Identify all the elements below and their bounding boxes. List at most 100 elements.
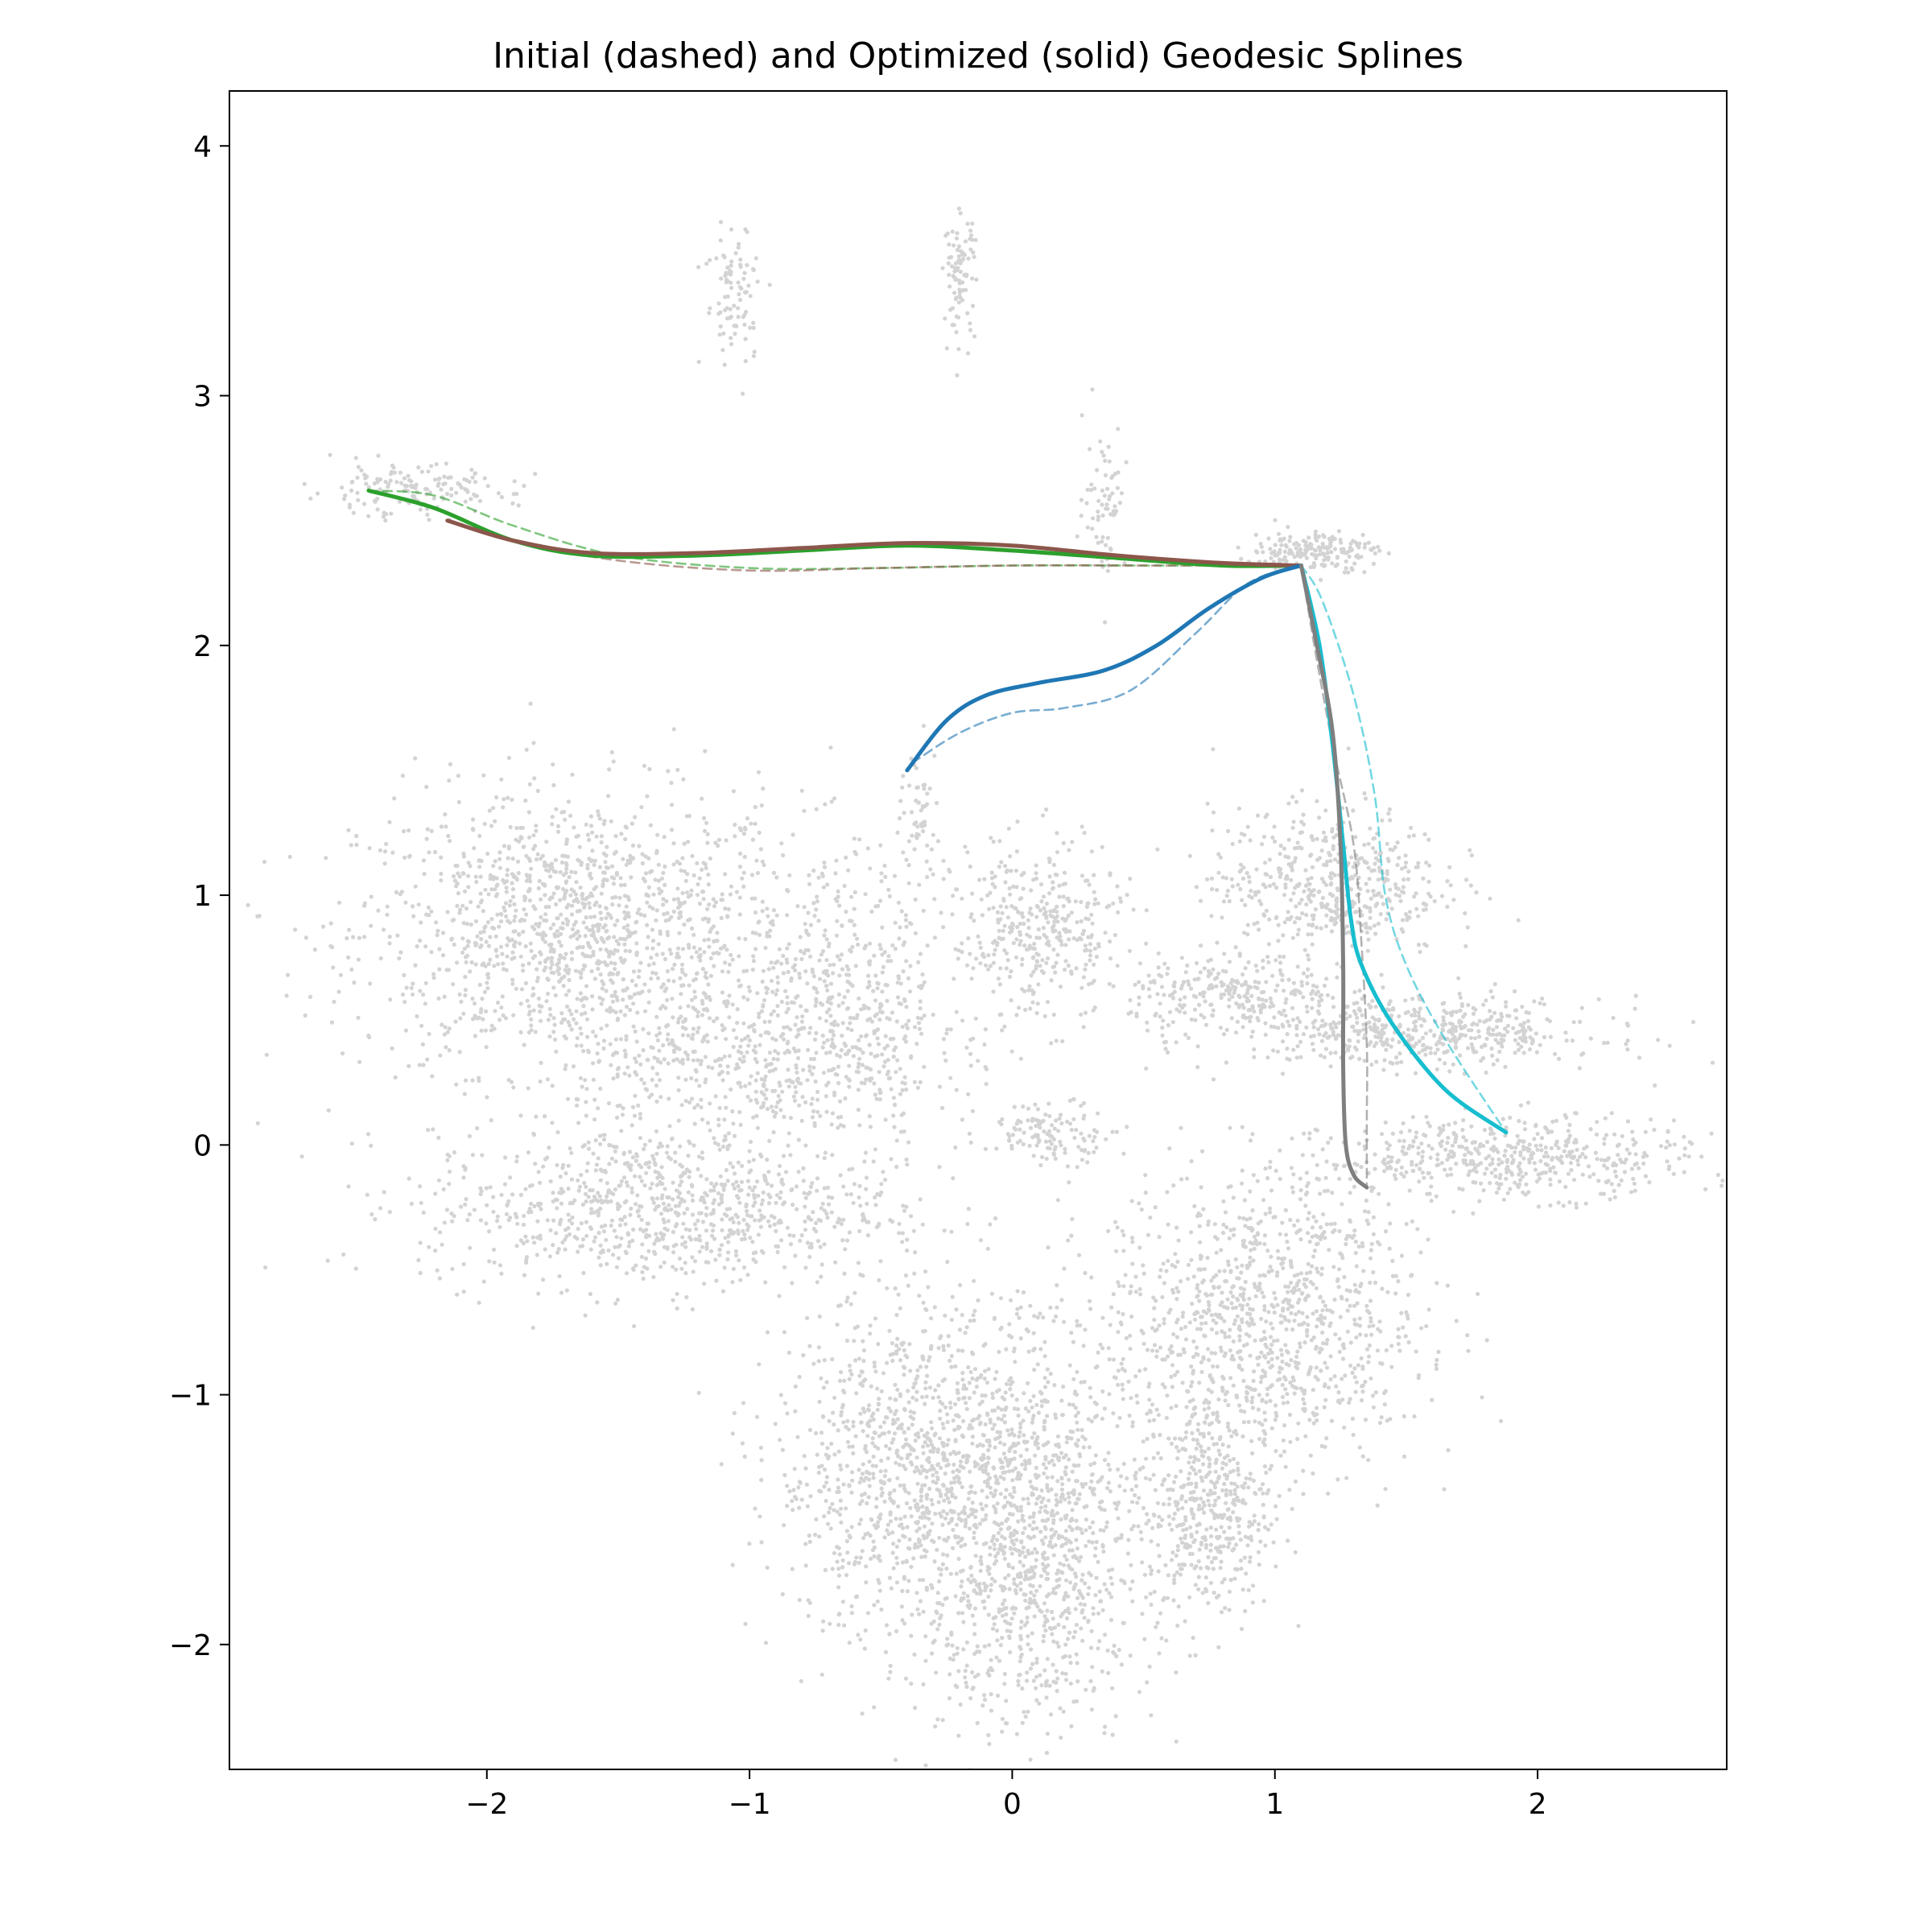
scatter-point (570, 903, 575, 908)
scatter-point (843, 1043, 848, 1048)
scatter-point (732, 1133, 737, 1138)
scatter-point (1002, 1598, 1007, 1603)
scatter-point (625, 910, 631, 915)
scatter-point (830, 1111, 836, 1116)
scatter-point (554, 807, 559, 811)
scatter-point (961, 1647, 966, 1652)
scatter-point (658, 1231, 663, 1236)
scatter-point (1030, 992, 1035, 997)
scatter-point (984, 1504, 989, 1509)
scatter-point (546, 991, 551, 997)
scatter-point (417, 1063, 422, 1067)
scatter-point (526, 961, 531, 966)
scatter-point (849, 1611, 855, 1616)
scatter-point (488, 877, 493, 881)
scatter-point (803, 1204, 807, 1209)
scatter-point (743, 1036, 748, 1041)
scatter-point (456, 871, 460, 876)
scatter-point (993, 874, 997, 879)
scatter-point (1039, 1399, 1044, 1404)
scatter-point (770, 989, 775, 994)
scatter-point (759, 803, 764, 808)
scatter-point (442, 1220, 447, 1225)
scatter-point (814, 1030, 819, 1035)
scatter-point (661, 982, 666, 987)
scatter-point (737, 978, 741, 983)
scatter-point (775, 1004, 780, 1009)
scatter-point (1021, 1141, 1026, 1146)
scatter-point (443, 812, 448, 817)
scatter-point (669, 1207, 674, 1212)
scatter-point (539, 897, 543, 902)
scatter-point (1075, 1165, 1080, 1170)
scatter-point (661, 897, 666, 902)
scatter-point (918, 1080, 923, 1084)
scatter-point (461, 871, 466, 876)
scatter-point (284, 993, 289, 998)
scatter-point (690, 1255, 695, 1260)
scatter-point (820, 1033, 825, 1038)
scatter-point (469, 899, 473, 905)
scatter-point (665, 910, 670, 915)
scatter-point (423, 980, 428, 985)
scatter-point (592, 862, 597, 868)
scatter-point (704, 865, 708, 870)
scatter-point (803, 1219, 807, 1224)
scatter-point (862, 1491, 867, 1496)
scatter-point (477, 865, 482, 869)
scatter-point (923, 1515, 928, 1520)
scatter-point (484, 1009, 489, 1013)
scatter-point (854, 1594, 860, 1599)
scatter-point (376, 908, 381, 913)
scatter-point (413, 756, 418, 761)
scatter-point (966, 1514, 971, 1519)
scatter-point (983, 963, 989, 968)
scatter-point (675, 1020, 681, 1025)
scatter-point (578, 1244, 583, 1249)
scatter-point (924, 859, 929, 864)
scatter-point (442, 1032, 447, 1037)
scatter-point (895, 1561, 900, 1566)
scatter-point (927, 1532, 931, 1537)
scatter-point (938, 1408, 943, 1414)
scatter-point (786, 1067, 791, 1072)
scatter-point (625, 1231, 630, 1236)
scatter-point (845, 989, 850, 993)
scatter-point (829, 1441, 834, 1447)
scatter-point (873, 1316, 878, 1321)
scatter-point (848, 1302, 853, 1307)
scatter-point (856, 1261, 861, 1265)
scatter-point (630, 1104, 636, 1109)
scatter-point (612, 935, 617, 939)
scatter-point (607, 954, 612, 959)
scatter-point (945, 1496, 950, 1501)
scatter-point (929, 1583, 934, 1587)
scatter-point (1060, 1038, 1065, 1044)
scatter-point (1087, 982, 1092, 987)
scatter-point (921, 1444, 926, 1449)
scatter-point (960, 896, 964, 901)
scatter-point (807, 1344, 812, 1348)
scatter-point (840, 1565, 845, 1570)
scatter-point (1002, 1442, 1007, 1447)
scatter-point (578, 886, 583, 890)
scatter-point (891, 1437, 896, 1442)
scatter-point (499, 777, 504, 782)
scatter-point (692, 1121, 697, 1126)
scatter-point (497, 1263, 503, 1268)
scatter-point (700, 1245, 705, 1249)
scatter-point (535, 979, 540, 984)
scatter-point (873, 1092, 877, 1097)
scatter-point (990, 1408, 995, 1413)
scatter-point (1017, 1005, 1022, 1010)
scatter-point (1042, 1385, 1048, 1389)
scatter-point (1076, 1145, 1081, 1150)
scatter-point (815, 1176, 820, 1181)
scatter-point (492, 1026, 497, 1031)
scatter-point (528, 941, 533, 946)
scatter-point (615, 1201, 620, 1207)
scatter-point (921, 1300, 926, 1305)
scatter-point (1069, 969, 1074, 974)
scatter-point (911, 1228, 916, 1233)
scatter-point (988, 890, 993, 895)
